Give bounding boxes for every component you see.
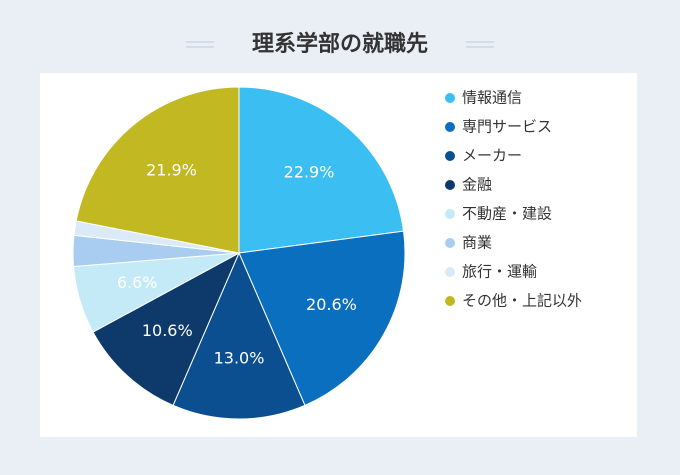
pie-slice [238, 230, 406, 407]
legend-marker [445, 267, 455, 277]
pie-slice [75, 86, 240, 254]
data-label: 22.9% [284, 163, 335, 182]
legend-label: メーカー [462, 147, 522, 165]
legend-marker [445, 122, 455, 132]
data-label: 20.6% [306, 295, 357, 314]
legend-label: 商業 [462, 234, 492, 252]
legend-label: 専門サービス [462, 118, 552, 136]
legend-marker [445, 296, 455, 306]
legend-label: 不動産・建設 [462, 205, 552, 223]
legend-marker [445, 180, 455, 190]
pie-slice [172, 251, 306, 420]
data-label: 10.6% [142, 321, 193, 340]
pie-slice [92, 251, 241, 407]
legend-marker [445, 93, 455, 103]
data-label: 21.9% [146, 160, 197, 179]
legend-marker [445, 151, 455, 161]
data-label: 6.6% [117, 273, 158, 292]
data-label: 13.0% [214, 349, 265, 368]
legend-label: 金融 [462, 176, 492, 194]
chart-title: 理系学部の就職先 [252, 31, 428, 57]
pie-slice [238, 86, 405, 254]
legend-label: 情報通信 [462, 89, 522, 107]
title-decoration [186, 41, 494, 48]
legend-marker [445, 238, 455, 248]
legend-label: 旅行・運輸 [462, 263, 537, 281]
legend-marker [445, 209, 455, 219]
legend-label: その他・上記以外 [462, 292, 582, 310]
